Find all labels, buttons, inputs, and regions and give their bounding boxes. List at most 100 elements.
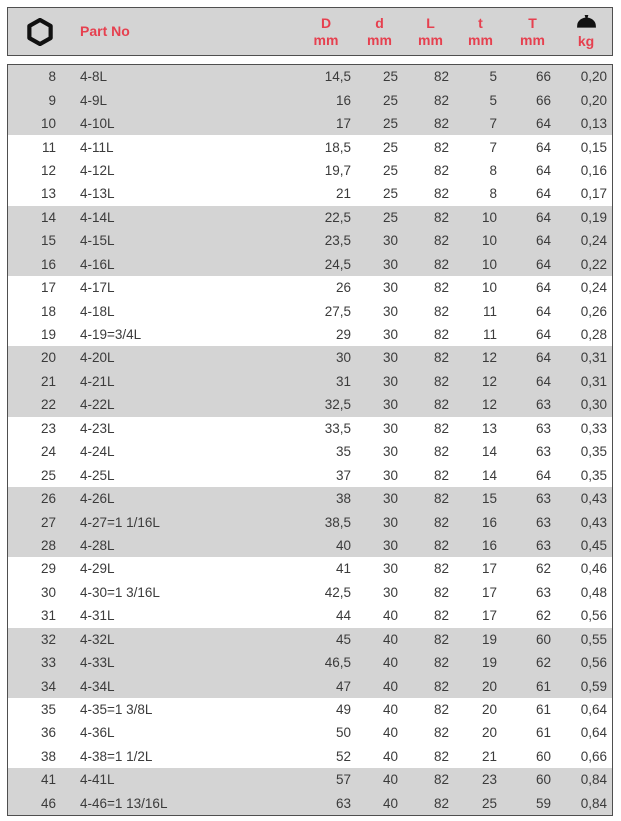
table-row: 9 4-9L 16 25 82 5 66 0,20 bbox=[8, 88, 612, 112]
cell-T: 64 bbox=[513, 369, 564, 394]
cell-part: 4-33L bbox=[72, 650, 306, 675]
cell-D: 38 bbox=[306, 486, 360, 511]
cell-t: 17 bbox=[481, 561, 497, 577]
cell-part: 4-21L bbox=[72, 369, 306, 394]
cell-size: 11 bbox=[41, 139, 56, 155]
cell-d: 30 bbox=[360, 486, 411, 511]
column-unit: mm bbox=[468, 31, 493, 48]
cell-part: 4-38=1 1/2L bbox=[80, 748, 153, 764]
cell-D: 19,7 bbox=[324, 162, 351, 178]
table-row: 10 4-10L 17 25 82 7 64 0,13 bbox=[8, 111, 612, 136]
cell-L: 82 bbox=[411, 510, 462, 534]
cell-kg: 0,26 bbox=[580, 303, 607, 319]
cell-d: 25 bbox=[382, 186, 398, 202]
cell-T: 64 bbox=[513, 111, 564, 136]
parts-table-body: 8 4-8L 14,5 25 82 5 66 0,20 9 4-9L 16 25 82 5 66 0,20 10… bbox=[8, 65, 612, 815]
cell-D: 24,5 bbox=[306, 252, 360, 276]
cell-size: 24 bbox=[40, 444, 56, 460]
cell-part: 4-34L bbox=[72, 674, 306, 698]
cell-part: 4-35=1 3/8L bbox=[80, 702, 153, 718]
cell-L: 82 bbox=[411, 88, 462, 112]
cell-d: 25 bbox=[382, 139, 398, 155]
cell-D: 32,5 bbox=[306, 393, 360, 417]
cell-t: 17 bbox=[481, 584, 497, 600]
cell-L: 82 bbox=[411, 533, 462, 558]
cell-L: 82 bbox=[433, 702, 449, 718]
table-row: 8 4-8L 14,5 25 82 5 66 0,20 bbox=[8, 65, 612, 89]
cell-D: 57 bbox=[306, 768, 360, 792]
cell-d: 25 bbox=[382, 162, 398, 178]
cell-part: 4-24L bbox=[80, 444, 115, 460]
cell-size: 15 bbox=[8, 229, 72, 253]
cell-kg: 0,24 bbox=[580, 280, 607, 296]
cell-part: 4-15L bbox=[72, 229, 306, 253]
cell-t: 10 bbox=[462, 252, 513, 276]
cell-L: 82 bbox=[433, 748, 449, 764]
cell-D: 37 bbox=[335, 467, 351, 483]
cell-size: 35 bbox=[40, 702, 56, 718]
cell-kg: 0,48 bbox=[580, 584, 607, 600]
cell-T: 63 bbox=[535, 420, 551, 436]
cell-D: 46,5 bbox=[306, 650, 360, 675]
table-row: 35 4-35=1 3/8L 49 40 82 20 61 0,64 bbox=[8, 698, 612, 721]
table-row: 46 4-46=1 13/16L 63 40 82 25 59 0,84 bbox=[8, 791, 612, 815]
column-unit: mm bbox=[313, 31, 339, 48]
cell-L: 82 bbox=[411, 486, 462, 511]
cell-L: 82 bbox=[433, 584, 449, 600]
cell-size: 20 bbox=[8, 346, 72, 370]
cell-size: 21 bbox=[8, 369, 72, 394]
table-row: 36 4-36L 50 40 82 20 61 0,64 bbox=[8, 721, 612, 744]
cell-D: 52 bbox=[335, 748, 351, 764]
cell-kg: 0,13 bbox=[564, 111, 612, 136]
cell-kg: 0,64 bbox=[580, 725, 607, 741]
cell-d: 30 bbox=[360, 252, 411, 276]
cell-D: 63 bbox=[306, 791, 360, 815]
cell-D: 42,5 bbox=[324, 584, 351, 600]
cell-t: 7 bbox=[462, 111, 513, 136]
table-row: 29 4-29L 41 30 82 17 62 0,46 bbox=[8, 557, 612, 580]
cell-T: 64 bbox=[535, 280, 551, 296]
cell-kg: 0,19 bbox=[564, 205, 612, 230]
cell-L: 82 bbox=[411, 65, 462, 89]
cell-size: 34 bbox=[8, 674, 72, 698]
cell-d: 30 bbox=[382, 303, 398, 319]
cell-d: 30 bbox=[360, 229, 411, 253]
cell-L: 82 bbox=[411, 229, 462, 253]
cell-size: 31 bbox=[40, 608, 56, 624]
cell-d: 30 bbox=[382, 327, 398, 343]
cell-t: 19 bbox=[462, 627, 513, 651]
cell-T: 64 bbox=[513, 205, 564, 230]
table-row: 22 4-22L 32,5 30 82 12 63 0,30 bbox=[8, 393, 612, 417]
column-header-D: D mm bbox=[306, 8, 360, 55]
cell-L: 82 bbox=[433, 327, 449, 343]
cell-part: 4-14L bbox=[72, 205, 306, 230]
cell-d: 25 bbox=[360, 65, 411, 89]
cell-size: 10 bbox=[8, 111, 72, 136]
cell-d: 40 bbox=[360, 627, 411, 651]
cell-t: 11 bbox=[482, 327, 497, 343]
table-row: 12 4-12L 19,7 25 82 8 64 0,16 bbox=[8, 159, 612, 182]
cell-L: 82 bbox=[433, 280, 449, 296]
cell-kg: 0,16 bbox=[580, 162, 607, 178]
cell-kg: 0,59 bbox=[564, 674, 612, 698]
cell-kg: 0,22 bbox=[564, 252, 612, 276]
cell-d: 40 bbox=[382, 725, 398, 741]
cell-kg: 0,24 bbox=[564, 229, 612, 253]
cell-L: 82 bbox=[411, 205, 462, 230]
cell-T: 61 bbox=[535, 725, 551, 741]
cell-D: 41 bbox=[335, 561, 351, 577]
table-row: 33 4-33L 46,5 40 82 19 62 0,56 bbox=[8, 650, 612, 675]
cell-part: 4-31L bbox=[80, 608, 115, 624]
cell-D: 49 bbox=[335, 702, 351, 718]
cell-kg: 0,20 bbox=[564, 65, 612, 89]
column-label: D bbox=[320, 15, 332, 32]
cell-size: 33 bbox=[8, 650, 72, 675]
cell-t: 10 bbox=[481, 280, 497, 296]
cell-size: 13 bbox=[40, 186, 56, 202]
cell-kg: 0,66 bbox=[580, 748, 607, 764]
cell-L: 82 bbox=[433, 186, 449, 202]
cell-kg: 0,35 bbox=[580, 467, 607, 483]
column-unit: mm bbox=[418, 31, 443, 48]
cell-kg: 0,20 bbox=[564, 88, 612, 112]
cell-T: 62 bbox=[513, 650, 564, 675]
